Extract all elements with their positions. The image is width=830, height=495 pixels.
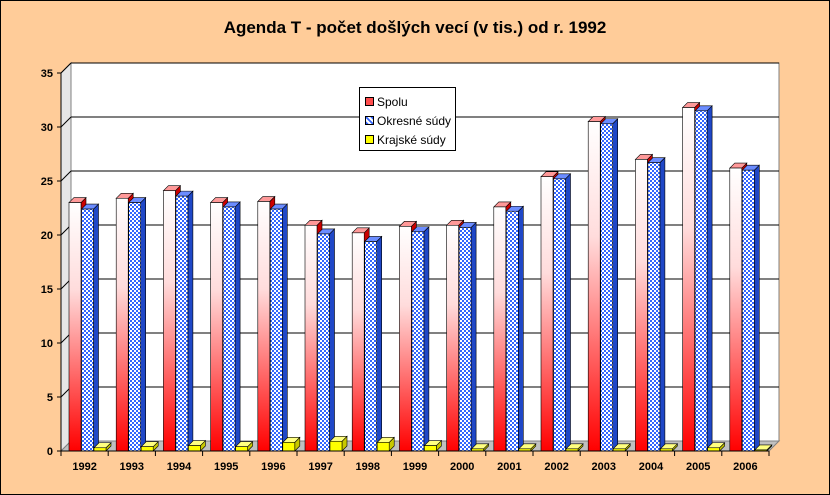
x-tick-label: 2005 [686,461,710,473]
x-tick-label: 2006 [733,461,757,473]
gridline-diag [60,62,72,74]
bar-okresne-sudy [316,228,336,452]
y-tick-label: 35 [41,68,53,80]
x-tick-label: 1998 [356,461,380,473]
x-tick-label: 1994 [167,461,192,473]
legend-item-krajske: Krajské súdy [360,130,455,149]
bar-krajske-sudy [140,440,159,452]
bar-krajske-sudy [423,439,443,452]
x-tick-label: 1996 [261,461,285,473]
x-tick-label: 1997 [308,461,332,473]
y-tick-label: 20 [41,230,53,242]
legend-label-krajske: Krajské súdy [377,132,446,147]
bar-okresne-sudy [552,173,572,452]
bar-okresne-sudy [411,226,430,452]
bar-okresne-sudy [269,203,289,452]
legend-swatch-okresne [365,116,374,125]
bar-krajske-sudy [329,435,348,452]
bar-okresne-sudy [458,221,477,452]
x-tick-label: 2001 [497,461,521,473]
chart-title: Agenda T - počet došlých vecí (v tis.) o… [223,18,607,37]
legend-label-spolu: Spolu [377,94,408,109]
bar-krajske-sudy [659,443,679,452]
bar-krajske-sudy [282,436,301,452]
legend-item-okresne: Okresné súdy [360,111,455,130]
bar-krajske-sudy [706,442,726,452]
x-tick-label: 2004 [639,461,664,473]
y-tick-label: 15 [41,284,53,296]
bar-okresne-sudy [127,196,147,452]
y-tick-label: 25 [41,176,53,188]
bar-okresne-sudy [741,164,761,452]
legend-swatch-krajske [365,135,374,144]
bar-okresne-sudy [694,105,713,452]
bar-krajske-sudy [93,442,112,452]
y-tick-label: 5 [47,392,53,404]
x-tick-label: 1995 [214,461,238,473]
bar-okresne-sudy [363,235,383,452]
y-tick-label: 30 [41,122,53,134]
x-tick-label: 1999 [403,461,427,473]
x-tick-label: 2000 [450,461,474,473]
x-tick-label: 2002 [544,461,568,473]
bar-krajske-sudy [754,444,773,452]
bar-okresne-sudy [647,156,666,452]
bar-okresne-sudy [80,203,100,452]
x-tick-label: 1993 [120,461,144,473]
y-tick-label: 0 [47,446,53,458]
bar-okresne-sudy [222,201,241,452]
bar-okresne-sudy [505,205,525,452]
bar-krajske-sudy [187,439,207,452]
x-tick-label: 2003 [592,461,616,473]
legend-label-okresne: Okresné súdy [377,113,452,128]
y-tick-label: 10 [41,338,53,350]
x-tick-label: 1992 [72,461,96,473]
legend: Spolu Okresné súdy Krajské súdy [359,87,456,151]
legend-swatch-spolu [365,97,374,106]
gridline-diag [60,170,72,182]
gridline-diag [60,116,72,128]
bar-krajske-sudy [376,436,395,452]
legend-item-spolu: Spolu [360,92,455,111]
bar-okresne-sudy [599,118,619,452]
bar-okresne-sudy [175,190,194,452]
